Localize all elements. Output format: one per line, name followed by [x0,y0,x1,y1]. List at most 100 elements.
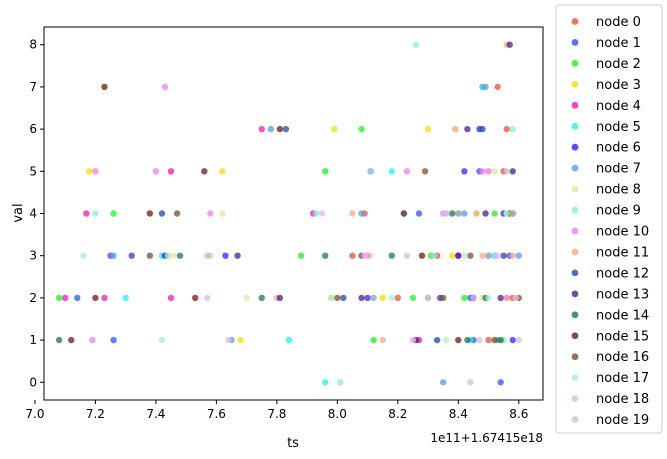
data-point [68,336,75,344]
data-point [394,294,402,302]
data-point [225,336,232,344]
data-point [74,294,81,302]
x-axis-label: ts [287,436,299,451]
legend-item: node 17 [571,371,649,386]
y-axis-ticks: 0 1 2 3 4 5 6 7 8 [29,38,44,389]
data-point [80,252,87,259]
data-point [403,252,411,259]
series-node-4 [61,125,492,344]
data-point [101,83,108,91]
legend-marker [571,416,579,423]
data-point [440,379,447,386]
data-point [509,252,516,259]
data-point [430,252,438,259]
data-point [207,210,214,217]
data-point [500,252,507,259]
legend-item: node 5 [571,120,641,135]
legend-item: node 8 [571,183,641,198]
data-point [267,125,275,133]
x-tick-label: 7.8 [267,407,286,421]
data-point [234,252,241,259]
data-point [494,83,501,91]
legend-marker [571,122,579,130]
data-point [424,294,432,302]
legend-item: node 1 [571,36,641,51]
data-point [170,252,178,259]
data-point [418,252,426,259]
legend-item: node 11 [571,245,649,260]
data-point [461,252,468,259]
data-point [55,336,63,344]
series-node-19 [370,168,523,386]
legend-marker [571,39,579,46]
data-point [146,252,154,259]
data-point [455,252,462,259]
data-point [491,210,498,217]
data-point [473,210,480,217]
data-point [485,336,492,344]
data-point [319,210,326,217]
data-point [509,125,516,133]
y-axis-label: val [11,203,26,222]
data-point [515,252,523,259]
data-point [479,125,486,133]
data-point [158,336,166,344]
legend-marker [571,353,579,361]
data-point [92,168,99,175]
legend-label: node 12 [596,266,649,281]
legend-label: node 7 [596,162,641,177]
series-node-18 [204,168,519,344]
data-point [358,210,365,217]
legend-label: node 16 [596,350,649,365]
series-node-16 [146,168,523,344]
y-tick-label: 2 [29,291,37,305]
legend-label: node 6 [596,141,641,156]
data-point [464,125,471,133]
legend: node 0 node 1 node 2 node 3 node 4 node 5 node… [555,4,663,434]
data-point [512,294,519,302]
legend-item: node 13 [571,287,649,302]
data-point [379,336,386,344]
data-point [485,168,492,175]
data-point [449,210,456,217]
x-tick-label: 8.2 [388,407,407,421]
data-point [440,294,447,302]
data-point [455,210,462,217]
data-point [222,252,229,259]
data-point [482,83,489,91]
data-point [61,294,69,302]
data-point [167,294,175,302]
data-point [503,210,510,217]
data-point [479,252,486,259]
data-point [161,83,169,91]
legend-item: node 3 [571,78,641,93]
x-tick-label: 8.0 [328,407,347,421]
data-point [219,210,226,217]
series-node-3 [86,125,510,344]
series-node-17 [80,168,510,386]
data-point [349,252,356,259]
data-point [461,168,468,175]
legend-label: node 15 [596,329,649,344]
legend-marker [571,206,579,214]
legend-label: node 11 [596,245,649,260]
legend-label: node 18 [596,392,649,407]
data-point [337,379,344,386]
legend-item: node 0 [571,15,641,30]
data-point [452,125,459,133]
data-point [92,294,99,302]
data-point [370,336,377,344]
data-point [276,294,284,302]
y-tick-label: 3 [29,249,37,263]
data-point [464,336,471,344]
data-point [285,336,293,344]
data-point [509,336,516,344]
legend-item: node 16 [571,350,649,365]
legend-label: node 10 [596,225,649,240]
data-point [424,125,432,133]
legend-marker [571,395,579,402]
data-point [409,294,417,302]
data-point [312,210,320,217]
x-axis-ticks: 7.0 7.2 7.4 7.6 7.8 8.0 8.2 8.4 8.6 [25,400,528,421]
series-node-5 [122,83,498,386]
